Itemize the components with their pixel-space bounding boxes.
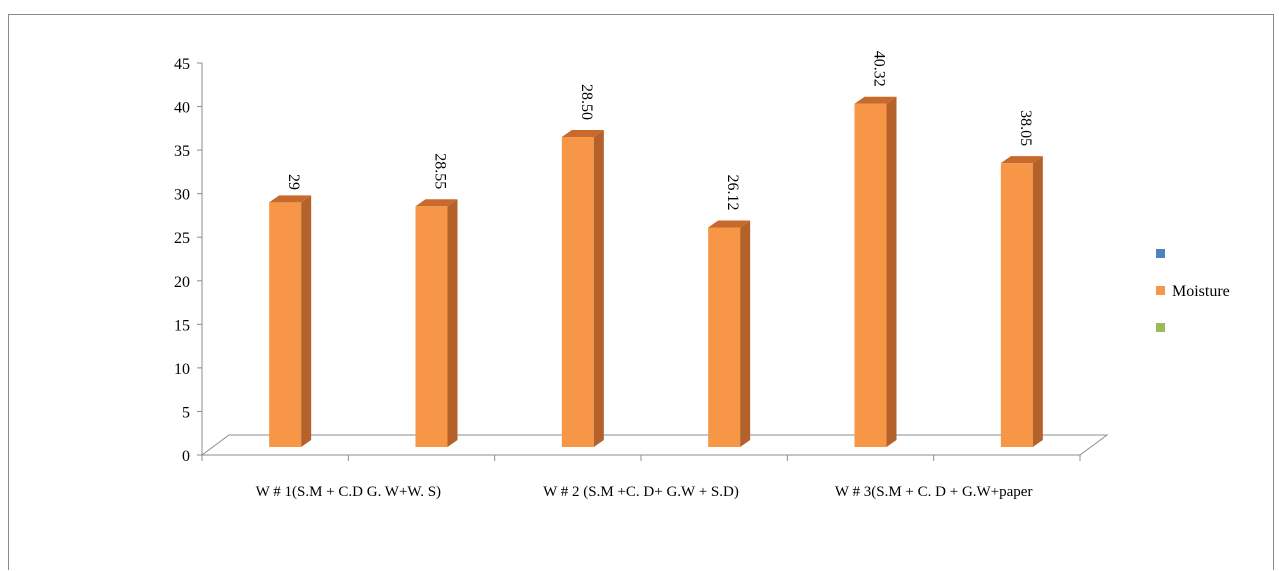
data-label: 28.55	[432, 153, 449, 189]
y-tick-label: 5	[182, 404, 190, 421]
floor-outline	[200, 434, 1109, 456]
data-label: 26.12	[724, 174, 741, 210]
bar-front	[1000, 163, 1033, 447]
bar-front	[854, 103, 887, 447]
bar-side	[740, 220, 751, 447]
bar	[708, 220, 751, 447]
y-tick-label: 45	[174, 56, 190, 73]
chart-frame	[8, 14, 1274, 570]
bar-side	[301, 195, 312, 447]
legend-swatch	[1156, 286, 1165, 295]
bar	[269, 195, 312, 447]
data-labels: 29 28.55 28.50 26.12 40.32 38.05	[285, 51, 1034, 211]
bar-top	[854, 96, 897, 104]
y-axis: 0 5 10 15 20 25 30 35 40 45	[174, 56, 203, 465]
y-tick-label: 0	[182, 448, 190, 465]
data-label: 29	[285, 174, 302, 190]
chart-floor	[200, 434, 1109, 456]
x-group-label: W # 2 (S.M +C. D+ G.W + S.D)	[543, 484, 739, 500]
legend: Moisture	[1156, 249, 1230, 332]
bar-side	[886, 96, 897, 447]
bar-front	[561, 137, 594, 448]
y-tick-label: 40	[174, 100, 190, 117]
bar-top	[415, 199, 458, 207]
x-axis: W # 1(S.M + C.D G. W+W. S) W # 2 (S.M +C.…	[201, 454, 1081, 500]
bar-side	[593, 130, 604, 448]
bar-side	[1032, 156, 1043, 447]
y-tick-label: 25	[174, 230, 190, 247]
bar-front	[415, 206, 448, 447]
legend-swatch	[1156, 249, 1165, 258]
bar-top	[561, 130, 604, 138]
x-group-label: W # 1(S.M + C.D G. W+W. S)	[256, 484, 441, 500]
legend-swatch	[1156, 323, 1165, 332]
bar-front	[708, 227, 741, 447]
y-tick-label: 35	[174, 143, 190, 160]
bar	[561, 130, 604, 448]
bar-series-moisture	[269, 96, 1043, 448]
x-group-label: W # 3(S.M + C. D + G.W+paper	[835, 484, 1033, 500]
y-tick-label: 20	[174, 274, 190, 291]
bar-top	[269, 195, 312, 203]
legend-label: Moisture	[1172, 283, 1230, 300]
y-tick-label: 15	[174, 317, 190, 334]
bar	[854, 96, 897, 447]
bar-top	[1000, 156, 1043, 164]
bar-front	[269, 202, 302, 447]
y-tick-label: 10	[174, 361, 190, 378]
data-label: 38.05	[1017, 110, 1034, 146]
bar	[415, 199, 458, 447]
bar	[1000, 156, 1043, 447]
y-tick-label: 30	[174, 187, 190, 204]
data-label: 28.50	[578, 84, 595, 120]
bar-top	[708, 220, 751, 228]
data-label: 40.32	[871, 51, 888, 87]
bar-side	[447, 199, 458, 447]
